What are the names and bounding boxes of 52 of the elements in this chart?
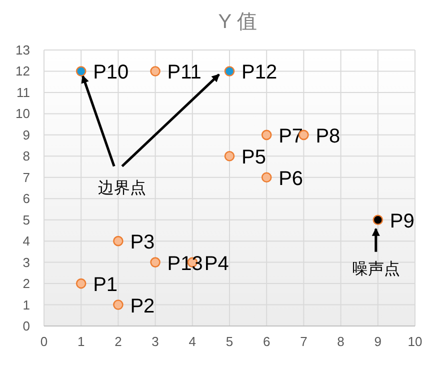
y-tick-label: 9 [22,127,30,142]
x-tick-label: 3 [152,334,159,349]
y-tick-label: 6 [22,191,30,206]
annotation: 噪声点 [352,260,400,278]
x-tick-label: 9 [374,334,382,349]
y-tick-label: 7 [22,170,30,185]
point [261,130,272,140]
point [150,257,160,268]
annotation: 边界点 [98,179,146,198]
y-tick-label: 2 [22,276,30,292]
x-tick-label: 0 [40,334,48,349]
point [76,278,86,289]
point [113,300,124,310]
data-label: P9 [390,210,414,232]
x-tick-label: 8 [337,334,344,349]
point [113,236,124,246]
x-tick-label: 7 [300,334,308,349]
x-tick-label: 10 [408,334,422,349]
y-tick-label: 5 [22,212,30,228]
y-tick-label: 11 [16,84,30,100]
y-tick-label: 13 [16,42,30,58]
data-label: P11 [167,62,202,84]
point [261,172,272,183]
data-label: P1 [93,274,118,296]
point [372,214,384,225]
x-tick-label: 5 [226,334,234,349]
y-tick-label: 0 [22,318,30,334]
data-label: P8 [316,125,340,148]
data-label: P3 [130,232,155,254]
data-label: P6 [278,168,304,190]
x-tick-label: 6 [262,334,270,349]
y-tick-label: 3 [22,254,30,270]
chart-title: Y 值 [218,11,257,33]
x-tick-label: 4 [188,334,196,349]
y-tick-label: 12 [16,64,30,79]
point [150,66,160,76]
x-tick-label: 1 [77,334,85,349]
y-tick-label: 1 [22,297,30,312]
data-label: P7 [278,125,304,148]
y-tick-label: 4 [22,234,30,249]
y-tick-label: 10 [16,106,30,122]
point [76,66,86,76]
data-label: P10 [93,62,129,84]
x-tick-label: 2 [114,334,122,349]
data-label: P12 [242,62,278,84]
data-label: P5 [242,146,266,169]
data-label: P4 [204,252,229,275]
data-label: P2 [130,295,155,318]
data-label: P13 [167,252,203,275]
point [224,66,235,76]
y-tick-label: 8 [22,148,30,164]
point [224,151,235,162]
